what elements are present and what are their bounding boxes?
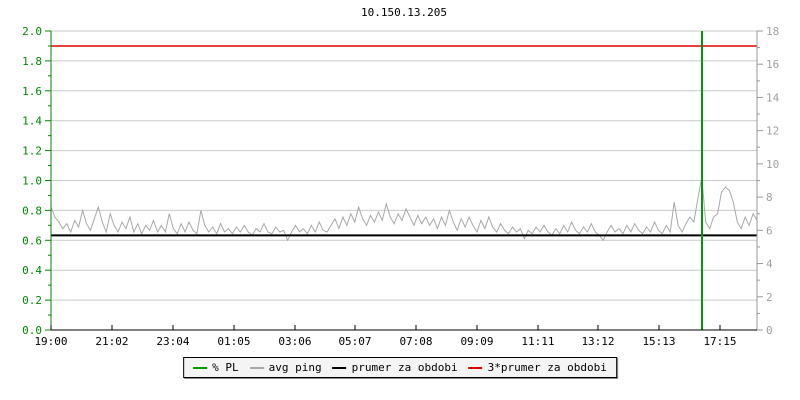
- x-axis-label: 13:12: [581, 335, 614, 348]
- avg-ping-line: [50, 177, 758, 242]
- left-axis-label: 0.8: [22, 204, 42, 217]
- right-axis-label: 10: [766, 158, 779, 171]
- pl-line-swatch: [193, 366, 208, 369]
- right-axis-label: 0: [766, 324, 773, 337]
- left-axis-label: 0.6: [22, 234, 42, 247]
- x-axis: 19:00 21:02 23:04 01:05 03:06 05:07 07:08 09:09…: [34, 325, 757, 348]
- legend-item-avg-ping: avg ping: [249, 361, 322, 374]
- right-axis-label: 14: [766, 91, 780, 104]
- right-axis-label: 4: [766, 258, 773, 271]
- left-axis-label: 1.2: [22, 145, 42, 158]
- legend-item-pl: % PL: [193, 361, 239, 374]
- x-axis-label: 05:07: [338, 335, 371, 348]
- left-axis-label: 1.8: [22, 55, 42, 68]
- left-axis-label: 0.0: [22, 324, 42, 337]
- plot-area: 0.0 0.2 0.4 0.6 0.8 1.0 1.2 1.4 1.6 1.8 2.0 0 2 4 6 8 10…: [22, 25, 780, 348]
- left-axis-label: 1.4: [22, 115, 42, 128]
- gridlines: [51, 30, 757, 301]
- x-axis-label: 01:05: [217, 335, 250, 348]
- legend-label-period-average: prumer za obdobi: [351, 361, 458, 374]
- x-axis-label: 07:08: [399, 335, 432, 348]
- left-axis-label: 0.2: [22, 294, 42, 307]
- x-axis-label: 11:11: [521, 335, 554, 348]
- x-axis-label: 19:00: [34, 335, 67, 348]
- right-axis-label: 6: [766, 224, 773, 237]
- right-axis-label: 2: [766, 291, 773, 304]
- legend-label-pl: % PL: [212, 361, 239, 374]
- legend-label-avg-ping: avg ping: [268, 361, 322, 374]
- right-axis-label: 8: [766, 191, 773, 204]
- x-axis-label: 09:09: [460, 335, 493, 348]
- right-axis: 0 2 4 6 8 10 12 14 16 18: [756, 25, 780, 337]
- chart-title: 10.150.13.205: [360, 6, 448, 19]
- left-axis-label: 1.0: [22, 175, 42, 188]
- right-axis-label: 18: [766, 25, 779, 38]
- legend-box: % PL avg ping prumer za obdobi 3*prumer …: [183, 357, 617, 378]
- avg-ping-line-swatch: [249, 366, 264, 369]
- legend-item-period-average: prumer za obdobi: [332, 361, 458, 374]
- x-axis-label: 23:04: [156, 335, 189, 348]
- left-axis-label: 2.0: [22, 25, 42, 38]
- legend-item-3x-average: 3*prumer za obdobi: [468, 361, 607, 374]
- x-axis-label: 21:02: [95, 335, 128, 348]
- three-x-average-line-swatch: [468, 366, 483, 369]
- period-average-line-swatch: [332, 366, 347, 369]
- legend-label-3x-average: 3*prumer za obdobi: [487, 361, 607, 374]
- left-axis-label: 0.4: [22, 264, 42, 277]
- right-axis-label: 12: [766, 125, 779, 138]
- x-axis-label: 03:06: [278, 335, 311, 348]
- left-axis: 0.0 0.2 0.4 0.6 0.8 1.0 1.2 1.4 1.6 1.8 2.0: [22, 25, 52, 337]
- right-axis-label: 16: [766, 58, 779, 71]
- left-axis-label: 1.6: [22, 85, 42, 98]
- x-axis-label: 17:15: [703, 335, 736, 348]
- x-axis-label: 15:13: [642, 335, 675, 348]
